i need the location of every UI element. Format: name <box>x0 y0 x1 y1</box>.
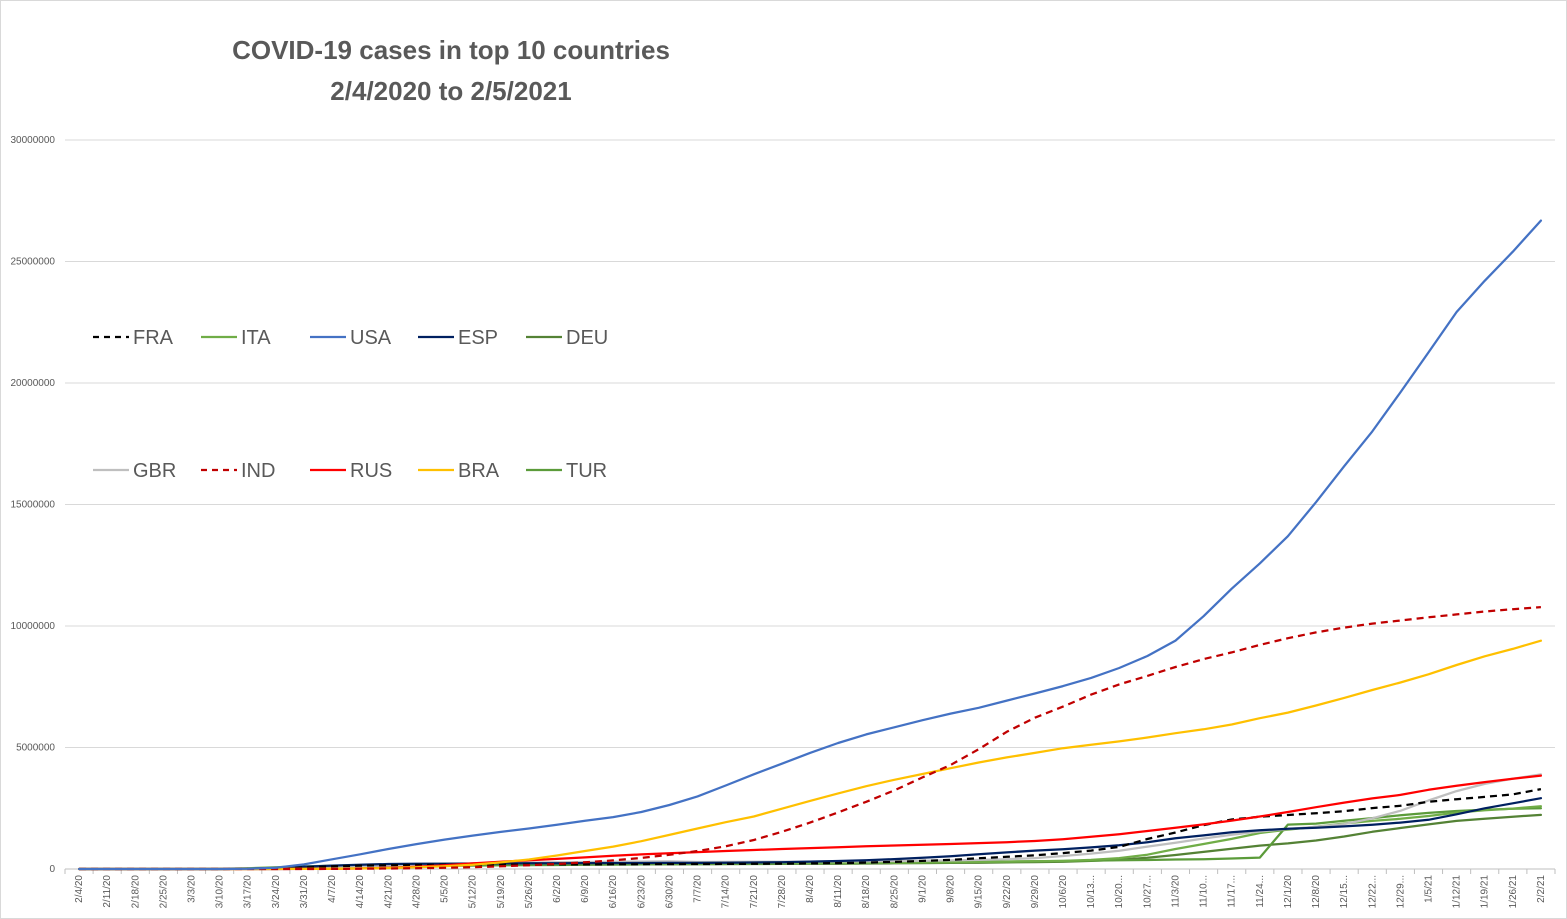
y-tick-label: 30000000 <box>11 135 56 146</box>
y-tick-label: 25000000 <box>11 257 56 268</box>
chart-title-line-1: COVID-19 cases in top 10 countries <box>232 35 670 65</box>
x-tick-label: 6/2/20 <box>552 875 563 903</box>
x-tick-label: 6/23/20 <box>636 875 647 909</box>
x-tick-label: 3/3/20 <box>187 875 198 903</box>
x-tick-label: 12/15... <box>1339 875 1350 908</box>
legend-label-esp: ESP <box>458 327 498 349</box>
x-tick-label: 1/19/21 <box>1480 875 1491 909</box>
x-tick-label: 2/2/21 <box>1536 875 1547 903</box>
x-tick-label: 4/21/20 <box>383 875 394 909</box>
x-tick-label: 7/21/20 <box>749 875 760 909</box>
x-tick-label: 7/7/20 <box>693 875 704 903</box>
x-tick-label: 5/5/20 <box>440 875 451 903</box>
x-tick-label: 4/14/20 <box>355 875 366 909</box>
y-tick-label: 10000000 <box>11 621 56 632</box>
x-tick-label: 3/31/20 <box>299 875 310 909</box>
legend-label-deu: DEU <box>566 327 608 349</box>
x-tick-label: 5/26/20 <box>524 875 535 909</box>
legend: FRA ITA USA ESP DEU GBR IND RUS BRA TUR <box>93 327 608 482</box>
x-tick-label: 12/8/20 <box>1311 875 1322 909</box>
x-tick-label: 6/9/20 <box>580 875 591 903</box>
x-tick-label: 4/7/20 <box>327 875 338 903</box>
legend-label-ita: ITA <box>241 327 271 349</box>
y-tick-label: 5000000 <box>16 743 55 754</box>
legend-label-tur: TUR <box>566 460 607 482</box>
x-tick-label: 10/13... <box>1086 875 1097 908</box>
x-tick-label: 1/12/21 <box>1452 875 1463 909</box>
x-tick-label: 8/18/20 <box>861 875 872 909</box>
x-tick-label: 9/1/20 <box>917 875 928 903</box>
x-tick-label: 9/8/20 <box>946 875 957 903</box>
x-tick-label: 2/18/20 <box>130 875 141 909</box>
x-tick-label: 12/29... <box>1395 875 1406 908</box>
series-line-bra <box>77 639 1543 871</box>
chart-title-line-2: 2/4/2020 to 2/5/2021 <box>330 76 572 106</box>
x-tick-label: 7/28/20 <box>777 875 788 909</box>
legend-label-bra: BRA <box>458 460 500 482</box>
x-tick-label: 11/3/20 <box>1170 875 1181 908</box>
x-tick-label: 8/4/20 <box>805 875 816 903</box>
x-tick-label: 3/10/20 <box>215 875 226 909</box>
x-tick-label: 3/24/20 <box>271 875 282 909</box>
x-tick-label: 8/11/20 <box>833 875 844 908</box>
x-tick-label: 2/4/20 <box>74 875 85 903</box>
x-tick-label: 4/28/20 <box>411 875 422 909</box>
x-tick-label: 10/6/20 <box>1058 875 1069 909</box>
x-tick-label: 2/25/20 <box>158 875 169 909</box>
x-tick-label: 6/30/20 <box>664 875 675 909</box>
gridlines <box>65 139 1555 748</box>
legend-label-fra: FRA <box>133 327 174 349</box>
y-tick-label: 20000000 <box>11 378 56 389</box>
x-tick-label: 5/12/20 <box>468 875 479 909</box>
x-tick-label: 11/24... <box>1255 875 1266 908</box>
x-tick-label: 6/16/20 <box>608 875 619 909</box>
series-line-ind <box>79 605 1541 871</box>
x-tick-label: 10/20... <box>1114 875 1125 908</box>
x-tick-label: 7/14/20 <box>721 875 732 909</box>
x-tick-label: 11/17... <box>1227 875 1238 908</box>
legend-label-rus: RUS <box>350 460 392 482</box>
x-tick-label: 12/22... <box>1367 875 1378 908</box>
x-tick-label: 12/1/20 <box>1283 875 1294 909</box>
y-tick-label: 0 <box>49 864 55 875</box>
x-tick-label: 9/29/20 <box>1030 875 1041 909</box>
legend-label-usa: USA <box>350 327 392 349</box>
x-tick-label: 3/17/20 <box>243 875 254 909</box>
series-line-ita <box>77 805 1543 871</box>
legend-label-ind: IND <box>241 460 275 482</box>
series-line-usa <box>77 219 1543 871</box>
y-tick-label: 15000000 <box>11 500 56 511</box>
series-line-fra <box>79 787 1542 871</box>
x-tick-label: 8/25/20 <box>889 875 900 909</box>
x-tick-label: 11/10... <box>1199 875 1210 908</box>
x-tick-label: 9/15/20 <box>974 875 985 909</box>
x-tick-label: 2/11/20 <box>102 875 113 908</box>
x-tick-label: 5/19/20 <box>496 875 507 909</box>
legend-label-gbr: GBR <box>133 460 176 482</box>
x-tick-label: 9/22/20 <box>1002 875 1013 909</box>
x-tick-label: 10/27... <box>1142 875 1153 908</box>
axes: 0 5000000 10000000 15000000 20000000 25000000… <box>11 135 1556 908</box>
x-tick-label: 1/5/21 <box>1423 875 1434 903</box>
x-tick-label: 1/26/21 <box>1508 875 1519 909</box>
series-lines <box>77 219 1543 871</box>
series-line-esp <box>77 797 1543 871</box>
